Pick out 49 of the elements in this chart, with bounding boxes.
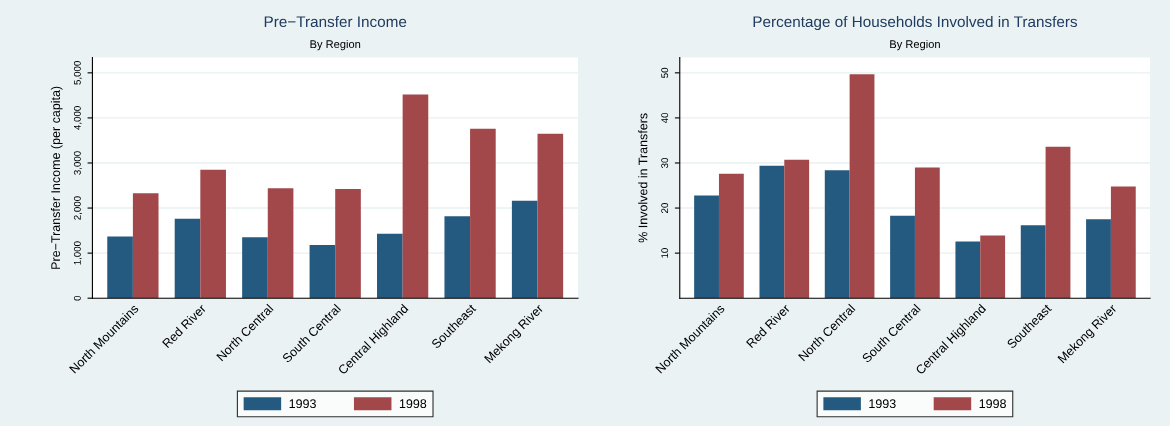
chart-subtitle: By Region: [310, 39, 361, 51]
legend-label: 1998: [979, 399, 1006, 409]
bar: [174, 218, 201, 299]
y-tick-label: 10: [661, 248, 669, 258]
bar: [824, 170, 850, 299]
legend-label: 1993: [869, 399, 896, 409]
bar: [718, 173, 744, 299]
y-tick-label: 5,000: [73, 61, 82, 85]
y-tick-label: 40: [661, 112, 669, 124]
bar: [402, 94, 429, 299]
bar: [309, 245, 336, 299]
bar: [914, 167, 940, 299]
bar: [849, 74, 875, 299]
y-tick-label: 30: [661, 157, 669, 169]
bar: [980, 235, 1006, 299]
bar: [132, 193, 159, 299]
legend-label: 1998: [399, 399, 427, 409]
bar: [470, 128, 496, 299]
y-axis-title: % Involved in Transfers: [638, 113, 648, 243]
y-tick-label: 4,000: [73, 106, 82, 130]
y-tick-label: 50: [661, 67, 669, 78]
bar: [537, 133, 564, 299]
bar: [511, 200, 538, 299]
y-tick-label: 1,000: [73, 241, 82, 265]
bar: [1086, 219, 1111, 299]
y-tick-label: 20: [661, 203, 669, 213]
chart-subtitle: By Region: [890, 39, 940, 51]
y-tick-label: 2,000: [73, 196, 82, 220]
bar: [1110, 186, 1136, 299]
bar: [377, 233, 403, 299]
y-tick-label: 0: [73, 295, 81, 301]
chart-title: Pre−Transfer Income: [264, 15, 407, 28]
chart-title: Percentage of Households Involved in Transfers: [753, 15, 1078, 31]
bar: [955, 241, 981, 299]
bar: [784, 159, 810, 299]
y-axis-title: Pre−Transfer Income (per capita): [50, 86, 63, 269]
bar: [335, 189, 361, 299]
bar: [267, 188, 294, 299]
bar: [200, 169, 226, 299]
bar: [444, 216, 471, 299]
bar: [1045, 146, 1071, 299]
bar: [890, 215, 915, 299]
bar: [242, 237, 268, 299]
bar: [694, 195, 719, 299]
bar: [759, 165, 785, 299]
y-tick-label: 3,000: [73, 151, 82, 175]
bar: [107, 236, 133, 299]
legend-label: 1993: [289, 399, 316, 409]
bar: [1020, 225, 1046, 299]
